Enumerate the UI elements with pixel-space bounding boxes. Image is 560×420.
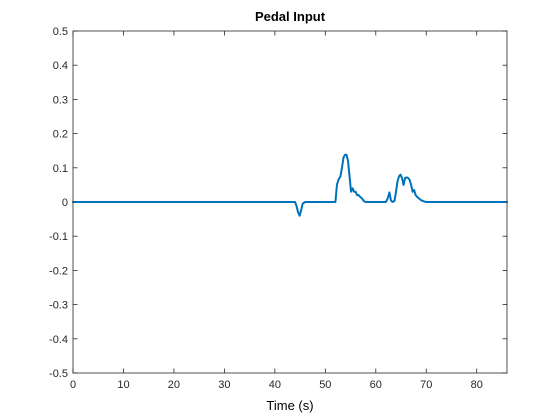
y-tick-label: 0.5 — [53, 26, 68, 38]
x-ticks: 0 10 20 30 40 50 60 70 80 — [70, 31, 483, 391]
x-tick-label: 70 — [420, 379, 432, 391]
x-tick-label: 60 — [370, 379, 382, 391]
y-tick-label: -0.1 — [49, 231, 68, 243]
x-tick-label: 10 — [117, 379, 129, 391]
x-tick-label: 40 — [269, 379, 281, 391]
y-tick-label: 0.4 — [53, 60, 68, 72]
y-tick-label: -0.3 — [49, 300, 68, 312]
x-tick-label: 50 — [319, 379, 331, 391]
y-tick-label: -0.5 — [49, 368, 68, 380]
y-tick-label: 0 — [62, 197, 68, 209]
y-tick-label: 0.2 — [53, 129, 68, 141]
y-ticks: -0.5 -0.4 -0.3 -0.2 -0.1 0 0.1 0.2 0.3 0.4 0.5 — [49, 26, 507, 380]
axes-box — [72, 30, 508, 374]
chart-title: Pedal Input — [255, 9, 326, 24]
y-tick-label: 0.1 — [53, 163, 68, 175]
y-tick-label: 0.3 — [53, 94, 68, 106]
x-tick-label: 80 — [471, 379, 483, 391]
x-tick-label: 20 — [168, 379, 180, 391]
series-layer — [72, 153, 508, 217]
x-tick-label: 0 — [70, 379, 76, 391]
y-tick-label: -0.2 — [49, 265, 68, 277]
x-axis-label: Time (s) — [266, 398, 313, 413]
series-line-0 — [72, 153, 508, 217]
x-tick-label: 30 — [218, 379, 230, 391]
y-tick-label: -0.4 — [49, 334, 68, 346]
